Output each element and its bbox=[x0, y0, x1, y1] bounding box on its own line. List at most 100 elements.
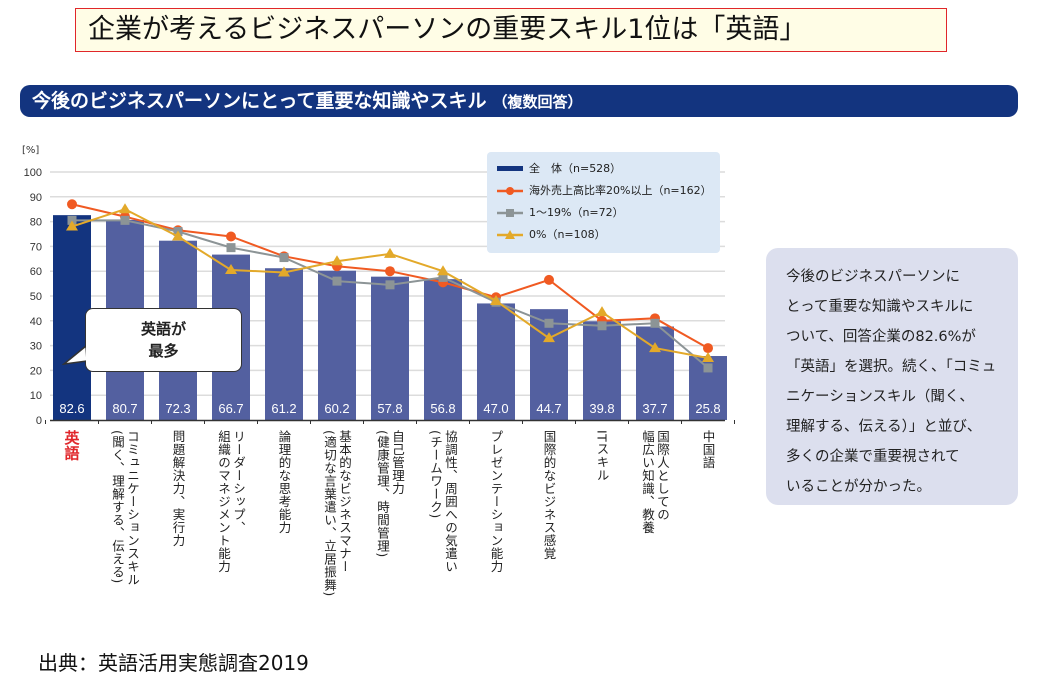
x-tick-label: ITスキル bbox=[594, 430, 610, 482]
bar-value-label: 61.2 bbox=[271, 401, 296, 416]
summary-note: 今後のビジネスパーソンに とって重要な知識やスキルに ついて、回答企業の82.6%が… bbox=[766, 248, 1018, 505]
data-point bbox=[226, 243, 236, 253]
data-point bbox=[543, 332, 555, 343]
data-point bbox=[438, 272, 448, 282]
data-point bbox=[702, 352, 714, 362]
data-point bbox=[597, 321, 607, 331]
data-point bbox=[650, 318, 660, 328]
source-citation: 出典：英語活用実態調査2019 bbox=[38, 651, 309, 675]
legend-item: 1～19%（n=72） bbox=[495, 205, 624, 221]
legend-item: 0%（n=108） bbox=[495, 227, 606, 243]
bar bbox=[371, 276, 409, 420]
x-tick-label: 英語 bbox=[62, 430, 81, 461]
callout-pointer bbox=[62, 345, 90, 366]
y-tick-label: 0 bbox=[36, 415, 42, 427]
bar-value-label: 47.0 bbox=[483, 401, 508, 416]
bar-value-label: 80.7 bbox=[112, 401, 137, 416]
bar-value-label: 37.7 bbox=[642, 401, 667, 416]
data-point bbox=[703, 343, 713, 354]
bar-value-label: 57.8 bbox=[377, 401, 402, 416]
y-tick-label: 40 bbox=[30, 316, 42, 328]
x-tick-label: 論理的な思考能力 bbox=[276, 430, 292, 534]
summary-line: いることが分かった。 bbox=[786, 479, 931, 495]
y-tick-label: 20 bbox=[30, 365, 42, 377]
legend-label: 全 体（n=528） bbox=[529, 162, 622, 175]
y-axis-unit: [%] bbox=[22, 145, 40, 156]
callout-line2: 最多 bbox=[148, 342, 179, 360]
x-tick-label: 中国語 bbox=[700, 430, 716, 469]
legend-symbol-icon bbox=[497, 166, 523, 171]
x-tick-label: コミュニケーションスキル (聞く、理解する、伝える) bbox=[110, 430, 140, 586]
data-point bbox=[544, 318, 554, 328]
data-point bbox=[225, 263, 237, 274]
data-point bbox=[703, 363, 713, 373]
bar-value-label: 66.7 bbox=[218, 401, 243, 416]
data-point bbox=[172, 230, 184, 241]
legend-item: 全 体（n=528） bbox=[495, 161, 621, 177]
x-tick-label: 問題解決力、実行力 bbox=[170, 430, 186, 547]
legend-symbol-icon bbox=[497, 187, 523, 195]
data-point bbox=[596, 306, 608, 317]
bar-value-label: 44.7 bbox=[536, 401, 561, 416]
data-point bbox=[331, 255, 343, 266]
bar-value-label: 60.2 bbox=[324, 401, 349, 416]
y-tick-label: 50 bbox=[30, 291, 42, 303]
bar bbox=[424, 279, 462, 420]
x-tick-label: 協調性、周囲への気遣い (チームワーク) bbox=[428, 430, 458, 573]
data-point bbox=[67, 199, 77, 210]
legend-symbol-icon bbox=[497, 230, 523, 239]
legend-label: 海外売上高比率20%以上（n=162） bbox=[529, 184, 712, 197]
x-tick-label: 自己管理力 (健康管理、時間管理) bbox=[375, 430, 405, 558]
summary-line: ついて、回答企業の82.6%が bbox=[786, 329, 976, 345]
data-point bbox=[279, 253, 289, 263]
summary-line: ニケーションスキル（聞く、 bbox=[786, 389, 974, 405]
y-tick-label: 80 bbox=[30, 217, 42, 229]
page-title: 企業が考えるビジネスパーソンの重要スキル1位は「英語」 bbox=[75, 8, 947, 52]
bar bbox=[265, 268, 303, 420]
bar-value-label: 72.3 bbox=[165, 401, 190, 416]
y-tick-label: 90 bbox=[30, 192, 42, 204]
callout-english-most: 英語が 最多 bbox=[85, 308, 242, 372]
bar bbox=[53, 215, 91, 420]
data-point bbox=[385, 266, 395, 277]
data-point bbox=[384, 247, 396, 258]
summary-line: 「英語」を選択。続く、「コミュ bbox=[786, 359, 997, 375]
bar-value-label: 25.8 bbox=[695, 401, 720, 416]
bar bbox=[477, 303, 515, 420]
chart-banner: 今後のビジネスパーソンにとって重要な知識やスキル （複数回答） bbox=[20, 85, 1018, 117]
y-tick-label: 60 bbox=[30, 266, 42, 278]
x-tick-label: 基本的なビジネスマナー (適切な言葉遣い、立居振舞) bbox=[322, 430, 352, 597]
y-tick-label: 70 bbox=[30, 241, 42, 253]
y-tick-label: 30 bbox=[30, 341, 42, 353]
bar-value-label: 82.6 bbox=[59, 401, 84, 416]
chart-title: 今後のビジネスパーソンにとって重要な知識やスキル bbox=[32, 90, 487, 112]
data-point bbox=[226, 231, 236, 242]
legend-symbol-icon bbox=[497, 209, 523, 217]
summary-line: 理解する、伝える）」と並び、 bbox=[786, 419, 982, 435]
data-point bbox=[649, 342, 661, 353]
data-point bbox=[490, 294, 502, 305]
legend: 全 体（n=528） 海外売上高比率20%以上（n=162） 1～19%（n=72）… bbox=[487, 152, 720, 253]
data-point bbox=[278, 266, 290, 277]
data-point bbox=[119, 203, 131, 214]
data-point bbox=[544, 274, 554, 285]
chart-subtitle: （複数回答） bbox=[492, 93, 583, 111]
bar bbox=[318, 270, 356, 420]
legend-label: 0%（n=108） bbox=[529, 228, 606, 241]
legend-label: 1～19%（n=72） bbox=[529, 206, 624, 219]
data-point bbox=[66, 220, 78, 231]
bar-value-label: 39.8 bbox=[589, 401, 614, 416]
data-point bbox=[67, 215, 77, 225]
bar-value-label: 56.8 bbox=[430, 401, 455, 416]
legend-item: 海外売上高比率20%以上（n=162） bbox=[495, 183, 712, 199]
data-point bbox=[332, 276, 342, 286]
data-point bbox=[437, 265, 449, 276]
bar bbox=[583, 321, 621, 420]
x-tick-label: プレゼンテーション能力 bbox=[488, 430, 504, 573]
x-tick-label: 国際的なビジネス感覚 bbox=[541, 430, 557, 560]
data-point bbox=[385, 280, 395, 290]
y-tick-label: 100 bbox=[24, 167, 42, 179]
data-point bbox=[120, 215, 130, 225]
summary-line: とって重要な知識やスキルに bbox=[786, 299, 974, 315]
